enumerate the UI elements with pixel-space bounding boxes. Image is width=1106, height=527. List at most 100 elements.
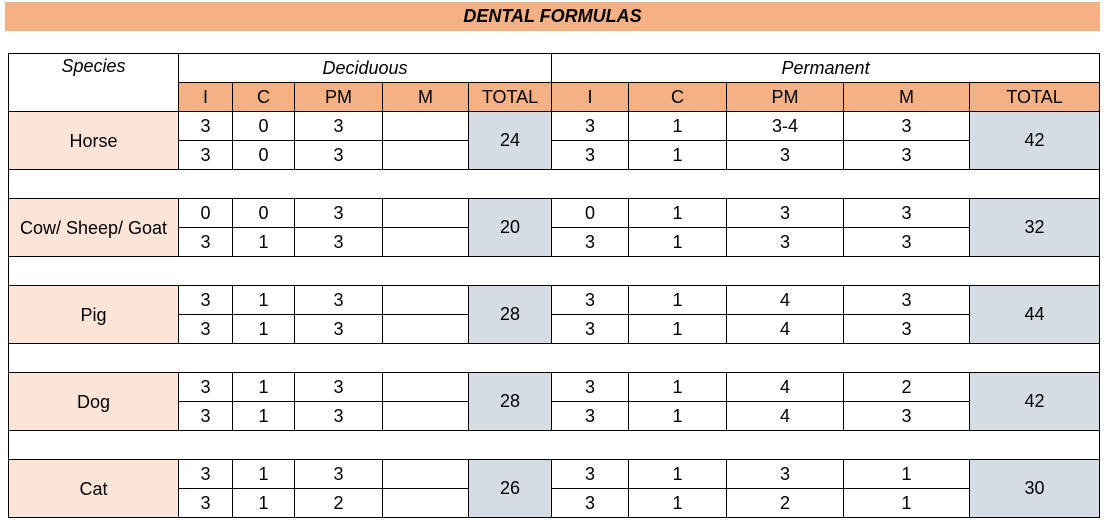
lower-deciduous-cell: 3 bbox=[294, 314, 383, 344]
page-title: DENTAL FORMULAS bbox=[463, 6, 642, 26]
lower-deciduous-cell bbox=[382, 401, 469, 431]
upper-permanent-cell: 1 bbox=[628, 285, 728, 315]
permanent-total: 42 bbox=[969, 111, 1101, 170]
upper-permanent-cell: 1 bbox=[628, 198, 728, 228]
col-header: PM bbox=[294, 82, 383, 112]
upper-deciduous-cell: 3 bbox=[294, 372, 383, 402]
lower-permanent-cell: 2 bbox=[726, 488, 845, 518]
lower-deciduous-cell: 3 bbox=[294, 140, 383, 170]
upper-deciduous-cell: 3 bbox=[294, 459, 383, 489]
lower-permanent-cell: 1 bbox=[628, 401, 728, 431]
lower-permanent-cell: 3 bbox=[726, 227, 845, 257]
upper-permanent-cell: 1 bbox=[628, 459, 728, 489]
deciduous-total: 20 bbox=[467, 198, 553, 257]
lower-deciduous-cell: 3 bbox=[178, 227, 233, 257]
permanent-total: 44 bbox=[969, 285, 1101, 344]
col-header: C bbox=[628, 82, 728, 112]
upper-deciduous-cell: 0 bbox=[232, 111, 295, 141]
lower-permanent-cell: 1 bbox=[628, 227, 728, 257]
lower-deciduous-cell: 1 bbox=[232, 488, 295, 518]
species-name: Pig bbox=[8, 285, 179, 344]
lower-permanent-cell: 3 bbox=[551, 314, 630, 344]
lower-deciduous-cell: 2 bbox=[294, 488, 383, 518]
upper-deciduous-cell: 1 bbox=[232, 285, 295, 315]
lower-deciduous-cell: 1 bbox=[232, 401, 295, 431]
lower-deciduous-cell: 0 bbox=[232, 140, 295, 170]
upper-permanent-cell: 3 bbox=[843, 111, 971, 141]
upper-deciduous-cell: 0 bbox=[232, 198, 295, 228]
lower-deciduous-cell bbox=[382, 488, 469, 518]
lower-deciduous-cell: 3 bbox=[294, 401, 383, 431]
upper-permanent-cell: 1 bbox=[628, 111, 728, 141]
species-name: Cow/ Sheep/ Goat bbox=[8, 198, 179, 257]
spacer-cell bbox=[7, 430, 1101, 460]
upper-deciduous-cell bbox=[382, 285, 469, 315]
col-header: TOTAL bbox=[467, 82, 553, 112]
upper-deciduous-cell bbox=[382, 372, 469, 402]
upper-permanent-cell: 4 bbox=[726, 372, 845, 402]
lower-permanent-cell: 4 bbox=[726, 314, 845, 344]
upper-deciduous-cell: 3 bbox=[178, 459, 233, 489]
lower-permanent-cell: 3 bbox=[843, 314, 971, 344]
deciduous-header: Deciduous bbox=[177, 53, 553, 83]
spacer-row bbox=[7, 430, 1101, 460]
permanent-total: 30 bbox=[969, 459, 1101, 518]
deciduous-total: 26 bbox=[467, 459, 553, 518]
upper-deciduous-cell bbox=[382, 198, 469, 228]
lower-permanent-cell: 1 bbox=[628, 314, 728, 344]
upper-permanent-cell: 3 bbox=[551, 285, 630, 315]
lower-permanent-cell: 3 bbox=[726, 140, 845, 170]
permanent-total: 32 bbox=[969, 198, 1101, 257]
species-header: Species bbox=[8, 53, 179, 112]
deciduous-total: 24 bbox=[467, 111, 553, 170]
table-row: Pig 3 1 3 28 3 1 4 3 44 bbox=[8, 285, 1101, 344]
col-header: I bbox=[551, 82, 630, 112]
lower-deciduous-cell bbox=[382, 140, 469, 170]
upper-permanent-cell: 3 bbox=[843, 198, 971, 228]
upper-permanent-cell: 3 bbox=[551, 111, 630, 141]
lower-permanent-cell: 3 bbox=[551, 488, 630, 518]
table-row: Horse 3 0 3 24 3 1 3-4 3 42 bbox=[8, 111, 1101, 170]
lower-permanent-cell: 1 bbox=[628, 140, 728, 170]
header-row-columns: I C PM M TOTAL I C PM M TOTAL bbox=[9, 82, 1101, 112]
lower-deciduous-cell: 3 bbox=[178, 314, 233, 344]
species-name: Cat bbox=[8, 459, 179, 518]
header-row-groups: Species Deciduous Permanent bbox=[8, 53, 1101, 112]
spacer-cell bbox=[7, 169, 1101, 199]
upper-permanent-cell: 3 bbox=[551, 459, 630, 489]
species-name: Dog bbox=[8, 372, 179, 431]
upper-permanent-cell: 1 bbox=[843, 459, 971, 489]
col-header: M bbox=[382, 82, 469, 112]
col-header: TOTAL bbox=[969, 82, 1101, 112]
table-row: Cow/ Sheep/ Goat 0 0 3 20 0 1 3 3 32 bbox=[8, 198, 1101, 257]
upper-permanent-cell: 0 bbox=[551, 198, 630, 228]
table-body: Horse 3 0 3 24 3 1 3-4 3 42 3 0 3 3 1 3 3 Cow/ Sheep/ Goa… bbox=[7, 111, 1101, 518]
upper-permanent-cell: 1 bbox=[628, 372, 728, 402]
lower-permanent-cell: 3 bbox=[551, 227, 630, 257]
deciduous-total: 28 bbox=[467, 372, 553, 431]
lower-deciduous-cell: 3 bbox=[178, 488, 233, 518]
permanent-total: 42 bbox=[969, 372, 1101, 431]
spacer-row bbox=[7, 169, 1101, 199]
lower-permanent-cell: 4 bbox=[726, 401, 845, 431]
upper-permanent-cell: 3-4 bbox=[726, 111, 845, 141]
upper-permanent-cell: 2 bbox=[843, 372, 971, 402]
upper-permanent-cell: 3 bbox=[726, 459, 845, 489]
table-row: Dog 3 1 3 28 3 1 4 2 42 bbox=[8, 372, 1101, 431]
lower-permanent-cell: 3 bbox=[843, 227, 971, 257]
col-header: C bbox=[232, 82, 295, 112]
upper-deciduous-cell: 3 bbox=[178, 285, 233, 315]
upper-deciduous-cell: 3 bbox=[178, 372, 233, 402]
lower-deciduous-cell bbox=[382, 314, 469, 344]
upper-deciduous-cell: 0 bbox=[178, 198, 233, 228]
lower-permanent-cell: 1 bbox=[843, 488, 971, 518]
lower-permanent-cell: 1 bbox=[628, 488, 728, 518]
permanent-header: Permanent bbox=[551, 53, 1101, 83]
upper-permanent-cell: 3 bbox=[551, 372, 630, 402]
lower-deciduous-cell bbox=[382, 227, 469, 257]
lower-deciduous-cell: 1 bbox=[232, 314, 295, 344]
upper-deciduous-cell: 3 bbox=[294, 111, 383, 141]
col-header: I bbox=[178, 82, 233, 112]
